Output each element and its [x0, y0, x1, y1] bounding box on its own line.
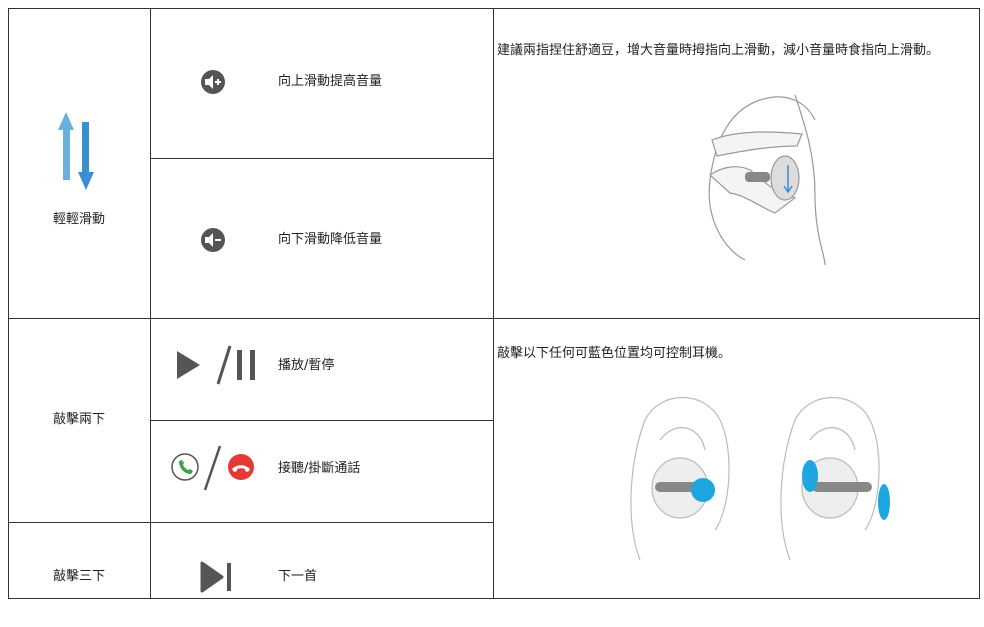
action: 向下滑動降低音量	[278, 232, 383, 247]
volume-down-icon	[201, 228, 225, 252]
swipe-icon	[58, 112, 94, 190]
note: 建議兩指捏住舒適豆，增大音量時拇指向上滑動，減小音量時食指向上滑動。	[497, 43, 940, 58]
action: 接聽/掛斷通話	[278, 461, 361, 476]
call-icon	[171, 445, 254, 491]
ear-illustration	[708, 94, 826, 266]
action: 向上滑動提高音量	[278, 74, 383, 89]
action: 播放/暫停	[278, 358, 335, 373]
play-pause-icon	[177, 345, 255, 385]
gesture: 輕輕滑動	[52, 212, 106, 227]
gesture: 敲擊三下	[52, 569, 106, 584]
gesture: 敲擊兩下	[52, 412, 106, 427]
next-track-icon	[200, 561, 231, 593]
action: 下一首	[278, 569, 318, 584]
volume-up-icon	[201, 70, 225, 94]
table-borders	[8, 8, 980, 599]
note: 敲擊以下任何可藍色位置均可控制耳機。	[497, 346, 732, 361]
ear-illustration-blue	[630, 397, 890, 561]
